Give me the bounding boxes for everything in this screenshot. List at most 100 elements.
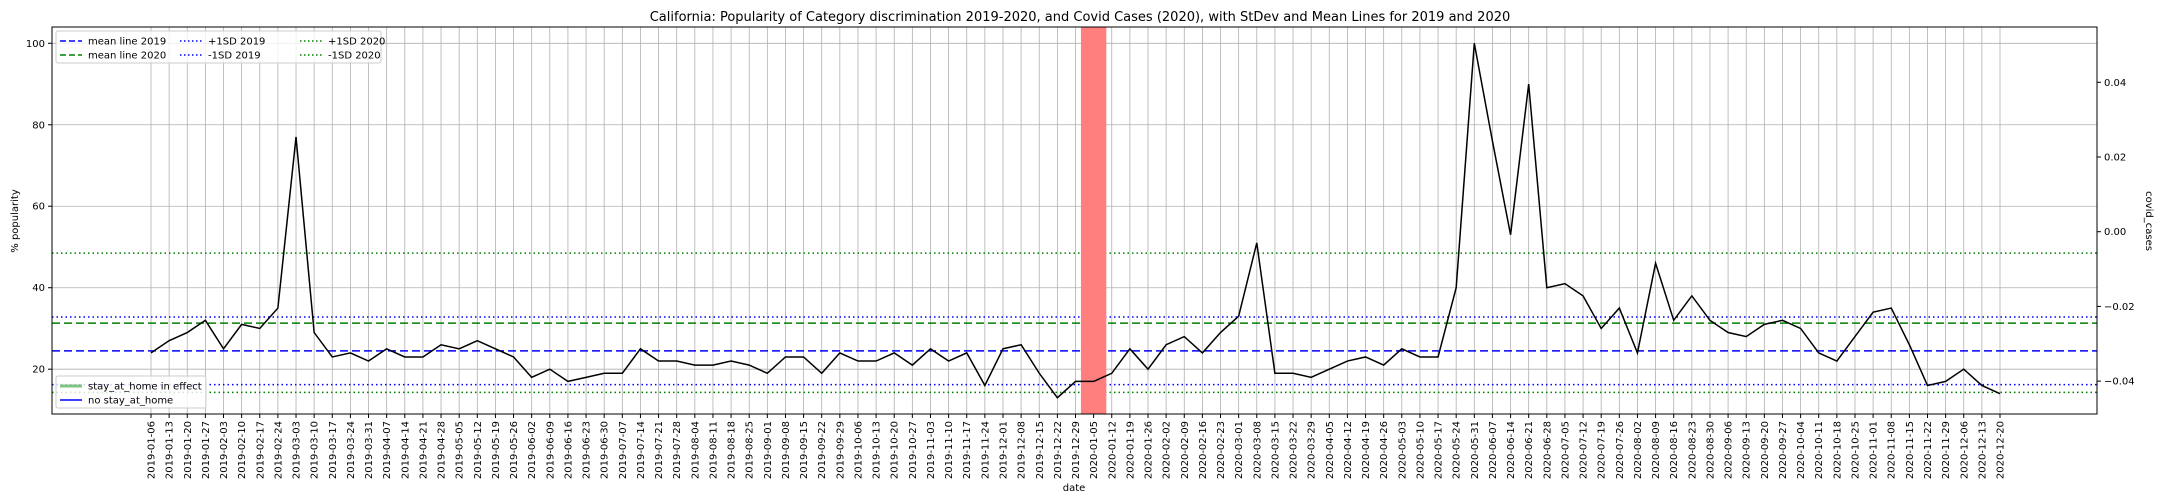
- x-tick-label: 2019-06-30: [600, 421, 611, 479]
- x-tick-label: 2020-10-18: [1832, 421, 1843, 479]
- series-line: [150, 43, 2001, 399]
- x-tick-label: 2020-02-02: [1162, 421, 1173, 479]
- x-tick-label: 2020-07-26: [1615, 421, 1626, 479]
- x-tick-label: 2019-02-03: [219, 421, 230, 479]
- x-tick-label: 2019-10-13: [872, 421, 883, 479]
- x-tick-label: 2020-05-17: [1434, 421, 1445, 479]
- x-tick-label: 2019-03-31: [364, 421, 375, 479]
- x-tick-label: 2020-03-08: [1252, 421, 1263, 479]
- x-tick-label: 2019-04-07: [382, 421, 393, 479]
- x-tick-label: 2019-08-18: [727, 421, 738, 479]
- x-tick-label: 2020-05-03: [1397, 421, 1408, 479]
- y-tick-label: 20: [32, 365, 45, 376]
- x-tick-label: 2019-03-10: [310, 421, 321, 479]
- x-axis-label: date: [1063, 483, 1086, 494]
- x-tick-label: 2020-02-09: [1180, 421, 1191, 479]
- x-tick-label: 2019-07-07: [618, 421, 629, 479]
- y-axis-label: % popularity: [10, 189, 21, 253]
- legend-top-label: mean line 2019: [88, 37, 166, 48]
- x-tick-label: 2019-12-29: [1071, 421, 1082, 479]
- x-tick-label: 2020-11-01: [1869, 421, 1880, 479]
- x-tick-label: 2019-11-10: [944, 421, 955, 479]
- x-tick-label: 2020-04-12: [1343, 421, 1354, 479]
- x-tick-label: 2020-12-06: [1959, 421, 1970, 479]
- x-tick-label: 2019-06-23: [582, 421, 593, 479]
- y2-tick-label: 0.00: [2104, 227, 2126, 238]
- x-tick-label: 2020-01-12: [1107, 421, 1118, 479]
- legend-bottom-label: stay_at_home in effect: [88, 382, 202, 393]
- x-tick-label: 2019-05-26: [509, 421, 520, 479]
- x-tick-label: 2019-06-02: [527, 421, 538, 479]
- x-tick-label: 2019-08-04: [690, 421, 701, 479]
- x-tick-label: 2020-07-19: [1597, 421, 1608, 479]
- x-tick-label: 2019-10-20: [890, 421, 901, 479]
- x-tick-label: 2020-08-30: [1705, 421, 1716, 479]
- x-tick-label: 2019-07-21: [654, 421, 665, 479]
- y2-tick-label: −0.02: [2104, 302, 2135, 313]
- reference-lines: [52, 252, 2097, 394]
- x-tick-label: 2020-03-15: [1270, 421, 1281, 479]
- x-tick-label: 2019-12-22: [1053, 421, 1064, 479]
- legend-bottom-label: no stay_at_home: [88, 396, 173, 407]
- x-tick-label: 2019-05-05: [455, 421, 466, 479]
- x-tick-label: 2020-05-24: [1452, 421, 1463, 479]
- x-tick-label: 2020-10-11: [1814, 421, 1825, 479]
- x-tick-label: 2020-07-05: [1560, 421, 1571, 479]
- x-tick-label: 2020-03-22: [1289, 421, 1300, 479]
- x-tick-label: 2019-01-13: [165, 421, 176, 479]
- x-tick-label: 2019-04-21: [418, 421, 429, 479]
- x-tick-label: 2020-10-25: [1850, 421, 1861, 479]
- x-tick-label: 2019-12-01: [998, 421, 1009, 479]
- x-tick-label: 2020-04-26: [1379, 421, 1390, 479]
- x-tick-label: 2020-03-29: [1307, 421, 1318, 479]
- legend-top: mean line 2019 mean line 2020 +1SD 2019 -1S…: [55, 30, 385, 64]
- x-tick-label: 2019-11-17: [962, 421, 973, 479]
- x-tick-label: 2019-05-12: [473, 421, 484, 479]
- x-tick-label: 2020-12-13: [1977, 421, 1988, 479]
- x-tick-label: 2019-01-06: [147, 421, 158, 479]
- x-tick-label: 2020-08-23: [1687, 421, 1698, 479]
- y2-axis-label: covid_cases: [2143, 191, 2154, 251]
- x-tick-label: 2019-11-24: [980, 421, 991, 479]
- x-tick-label: 2020-05-31: [1470, 421, 1481, 479]
- x-tick-label: 2019-03-17: [328, 421, 339, 479]
- x-tick-label: 2019-11-03: [926, 421, 937, 479]
- x-tick-label: 2020-08-16: [1669, 421, 1680, 479]
- legend-top-label: -1SD 2020: [328, 51, 381, 62]
- legend-top-frame: [55, 30, 382, 64]
- x-tick-label: 2019-04-28: [437, 421, 448, 479]
- x-tick-label: 2019-08-25: [745, 421, 756, 479]
- x-tick-label: 2020-01-19: [1125, 421, 1136, 479]
- x-tick-label: 2019-12-15: [1035, 421, 1046, 479]
- x-tick-label: 2020-06-28: [1542, 421, 1553, 479]
- x-tick-label: 2020-08-02: [1633, 421, 1644, 479]
- y-tick-label: 100: [26, 39, 45, 50]
- x-tick-label: 2019-02-17: [255, 421, 266, 479]
- x-tick-label: 2019-06-16: [563, 421, 574, 479]
- x-tick-label: 2020-06-21: [1524, 421, 1535, 479]
- x-tick-label: 2019-02-10: [237, 421, 248, 479]
- legend-top-label: +1SD 2019: [208, 37, 265, 48]
- x-tick-label: 2019-09-08: [781, 421, 792, 479]
- x-tick-label: 2020-04-05: [1325, 421, 1336, 479]
- legend-top-label: mean line 2020: [88, 51, 166, 62]
- shaded-span: [1080, 27, 1107, 414]
- x-tick-label: 2020-08-09: [1651, 421, 1662, 479]
- plot-frame: [51, 26, 2098, 415]
- x-tick-label: 2019-04-14: [400, 421, 411, 479]
- x-tick-label: 2020-01-26: [1144, 421, 1155, 479]
- x-tick-label: 2020-02-16: [1198, 421, 1209, 479]
- x-tick-label: 2019-12-08: [1017, 421, 1028, 479]
- y-tick-label: 40: [32, 283, 45, 294]
- x-tick-label: 2020-06-14: [1506, 421, 1517, 479]
- x-tick-label: 2020-09-20: [1760, 421, 1771, 479]
- x-tick-label: 2020-05-10: [1415, 421, 1426, 479]
- x-tick-label: 2019-03-03: [292, 421, 303, 479]
- x-tick-label: 2019-09-29: [835, 421, 846, 479]
- series-group: [150, 43, 2001, 399]
- legend-bottom: stay_at_home in effect no stay_at_home: [55, 375, 207, 409]
- x-tick-label: 2019-09-01: [763, 421, 774, 479]
- x-tick-label: 2019-10-27: [908, 421, 919, 479]
- x-tick-label: 2019-05-19: [491, 421, 502, 479]
